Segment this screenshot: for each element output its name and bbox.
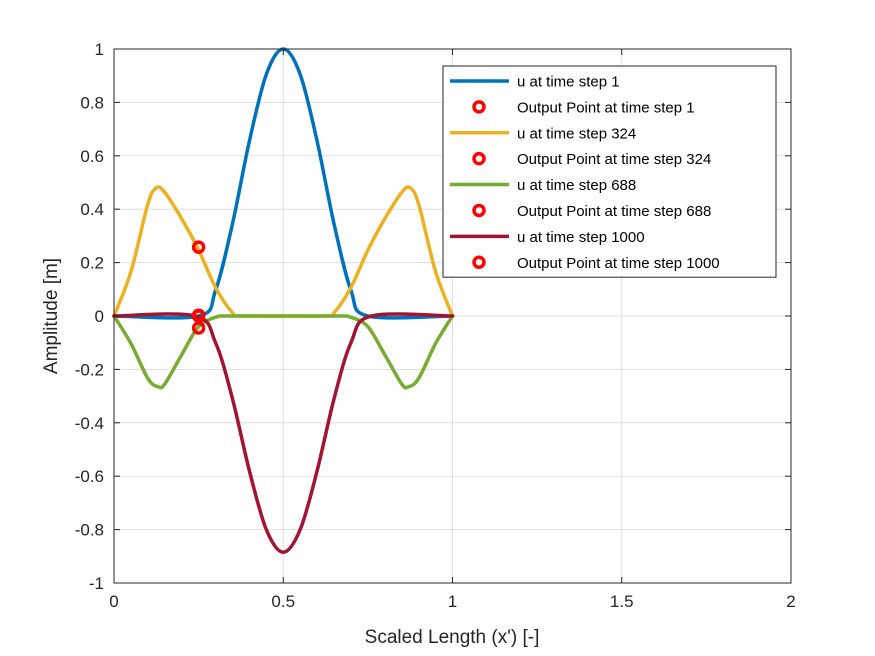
y-tick-label: 0.4 [80,200,104,219]
legend-entry-label: u at time step 688 [517,177,636,194]
y-tick-label: 0.6 [80,147,104,166]
y-tick-label: 0 [95,307,104,326]
output-point-2 [191,240,206,254]
legend-entry-label: Output Point at time step 688 [517,203,711,220]
y-tick-label: -0.4 [75,414,104,433]
legend-entry-label: Output Point at time step 1000 [517,255,720,272]
x-axis-label: Scaled Length (x') [-] [365,627,540,648]
y-axis-label: Amplitude [m] [41,258,62,374]
legend-marker-swatch [472,203,486,218]
legend: u at time step 1 Output Point at time ste… [442,65,777,278]
y-tick-label: 0.2 [80,254,104,273]
y-tick-label: -0.2 [75,360,104,379]
output-point-3 [191,321,206,335]
y-tick-label: -0.6 [75,467,104,486]
axis-ticks: 0 0.5 1 1.5 2 -1 -0.8 -0.6 -0.4 -0.2 0 0.2 0.4 0.6 0.8… [75,40,796,611]
y-tick-label: -1 [89,574,104,593]
legend-entry-label: u at time step 1000 [517,229,645,246]
y-tick-label: -0.8 [75,521,104,540]
legend-entry-label: Output Point at time step 1 [517,99,695,116]
legend-box [442,65,777,278]
y-tick-label: 1 [95,40,104,59]
series-line-3 [112,314,455,390]
series-line-4 [112,312,455,555]
legend-marker-swatch [472,151,486,166]
x-tick-label: 0 [109,592,118,611]
y-tick-label: 0.8 [80,93,104,112]
legend-entry-label: u at time step 324 [517,125,636,142]
x-tick-label: 1 [448,592,457,611]
output-point-4 [191,308,206,322]
legend-marker-swatch [472,255,486,269]
legend-entry-label: u at time step 1 [517,73,620,90]
x-tick-label: 1.5 [610,592,634,611]
x-tick-label: 0.5 [271,592,295,611]
output-points [191,240,206,335]
x-tick-label: 2 [786,592,795,611]
legend-marker-swatch [472,100,486,114]
legend-entry-label: Output Point at time step 324 [517,151,711,168]
series-lines [112,47,455,555]
